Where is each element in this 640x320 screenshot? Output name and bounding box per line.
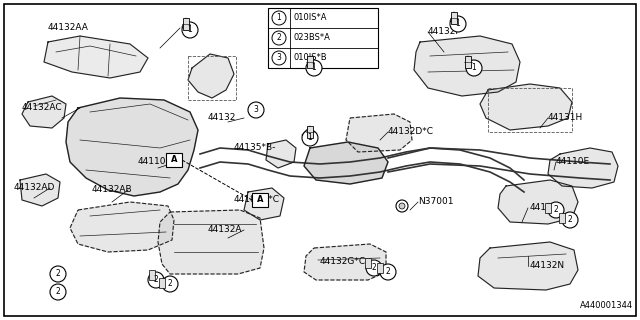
Circle shape: [366, 260, 382, 276]
Text: 44132AD: 44132AD: [14, 183, 56, 193]
Bar: [166, 153, 182, 167]
Circle shape: [466, 60, 482, 76]
Text: 2: 2: [372, 263, 376, 273]
Text: 023BS*A: 023BS*A: [294, 34, 331, 43]
Text: 2: 2: [154, 276, 158, 284]
Polygon shape: [304, 142, 388, 184]
Polygon shape: [70, 202, 174, 252]
Circle shape: [272, 31, 286, 45]
Text: N37001: N37001: [418, 197, 454, 206]
Text: 010IS*B: 010IS*B: [294, 53, 328, 62]
Text: 2: 2: [276, 34, 282, 43]
Text: 44131I: 44131I: [530, 204, 561, 212]
Bar: [545, 203, 551, 213]
Polygon shape: [498, 180, 578, 224]
Text: 44110E: 44110E: [556, 157, 590, 166]
Text: 2: 2: [554, 205, 558, 214]
Text: 1: 1: [308, 133, 312, 142]
Text: 44131H: 44131H: [548, 114, 583, 123]
Text: 2: 2: [386, 268, 390, 276]
Text: 2: 2: [168, 279, 172, 289]
Circle shape: [148, 272, 164, 288]
Text: 010IS*A: 010IS*A: [294, 13, 328, 22]
Circle shape: [50, 284, 66, 300]
Polygon shape: [548, 148, 618, 188]
Bar: [149, 270, 155, 280]
Text: 2: 2: [56, 287, 60, 297]
Circle shape: [399, 203, 405, 209]
Text: A440001344: A440001344: [580, 301, 633, 310]
Bar: [252, 193, 268, 207]
Text: 1: 1: [276, 13, 282, 22]
Circle shape: [162, 276, 178, 292]
Polygon shape: [44, 36, 148, 78]
Bar: [365, 258, 371, 268]
Polygon shape: [158, 210, 264, 274]
Polygon shape: [188, 54, 234, 98]
Text: 44132D*C: 44132D*C: [388, 127, 434, 137]
Text: 2: 2: [56, 269, 60, 278]
Text: 1: 1: [456, 20, 460, 28]
Polygon shape: [346, 114, 412, 152]
Text: 1: 1: [312, 63, 316, 73]
Bar: [377, 263, 383, 273]
Bar: [559, 213, 565, 223]
Polygon shape: [22, 96, 66, 128]
Text: 2: 2: [568, 215, 572, 225]
Text: 1: 1: [188, 26, 193, 35]
Text: 44132AA: 44132AA: [48, 23, 89, 33]
Bar: [268, 8, 378, 68]
Bar: [159, 278, 165, 288]
Text: 44184D*C: 44184D*C: [234, 196, 280, 204]
Text: A: A: [257, 196, 263, 204]
Circle shape: [248, 102, 264, 118]
Polygon shape: [20, 174, 60, 206]
Circle shape: [182, 22, 198, 38]
Text: 1: 1: [472, 63, 476, 73]
Text: 44132G*C: 44132G*C: [320, 258, 366, 267]
Bar: [307, 126, 313, 138]
Polygon shape: [244, 188, 284, 220]
Text: 44110D: 44110D: [138, 157, 173, 166]
Polygon shape: [414, 36, 520, 96]
Text: A: A: [171, 156, 177, 164]
Circle shape: [272, 11, 286, 25]
Text: 44135*B-: 44135*B-: [234, 143, 276, 153]
Circle shape: [302, 130, 318, 146]
Circle shape: [50, 266, 66, 282]
Circle shape: [562, 212, 578, 228]
Bar: [307, 56, 313, 68]
Circle shape: [380, 264, 396, 280]
Polygon shape: [480, 84, 572, 130]
Text: 44132AC: 44132AC: [22, 103, 63, 113]
Circle shape: [306, 60, 322, 76]
Bar: [465, 56, 471, 68]
Text: 44132A: 44132A: [208, 226, 243, 235]
Polygon shape: [266, 140, 296, 168]
Text: 3: 3: [253, 106, 259, 115]
Polygon shape: [478, 242, 578, 290]
Text: 44132N: 44132N: [530, 261, 565, 270]
Circle shape: [548, 202, 564, 218]
Circle shape: [396, 200, 408, 212]
Text: 44132: 44132: [208, 114, 236, 123]
Circle shape: [450, 16, 466, 32]
Bar: [451, 12, 457, 24]
Circle shape: [272, 51, 286, 65]
Polygon shape: [66, 98, 198, 196]
Text: 44132AB: 44132AB: [92, 186, 132, 195]
Bar: [183, 18, 189, 30]
Polygon shape: [304, 244, 386, 280]
Text: 3: 3: [276, 53, 282, 62]
Text: 44132F: 44132F: [428, 28, 461, 36]
